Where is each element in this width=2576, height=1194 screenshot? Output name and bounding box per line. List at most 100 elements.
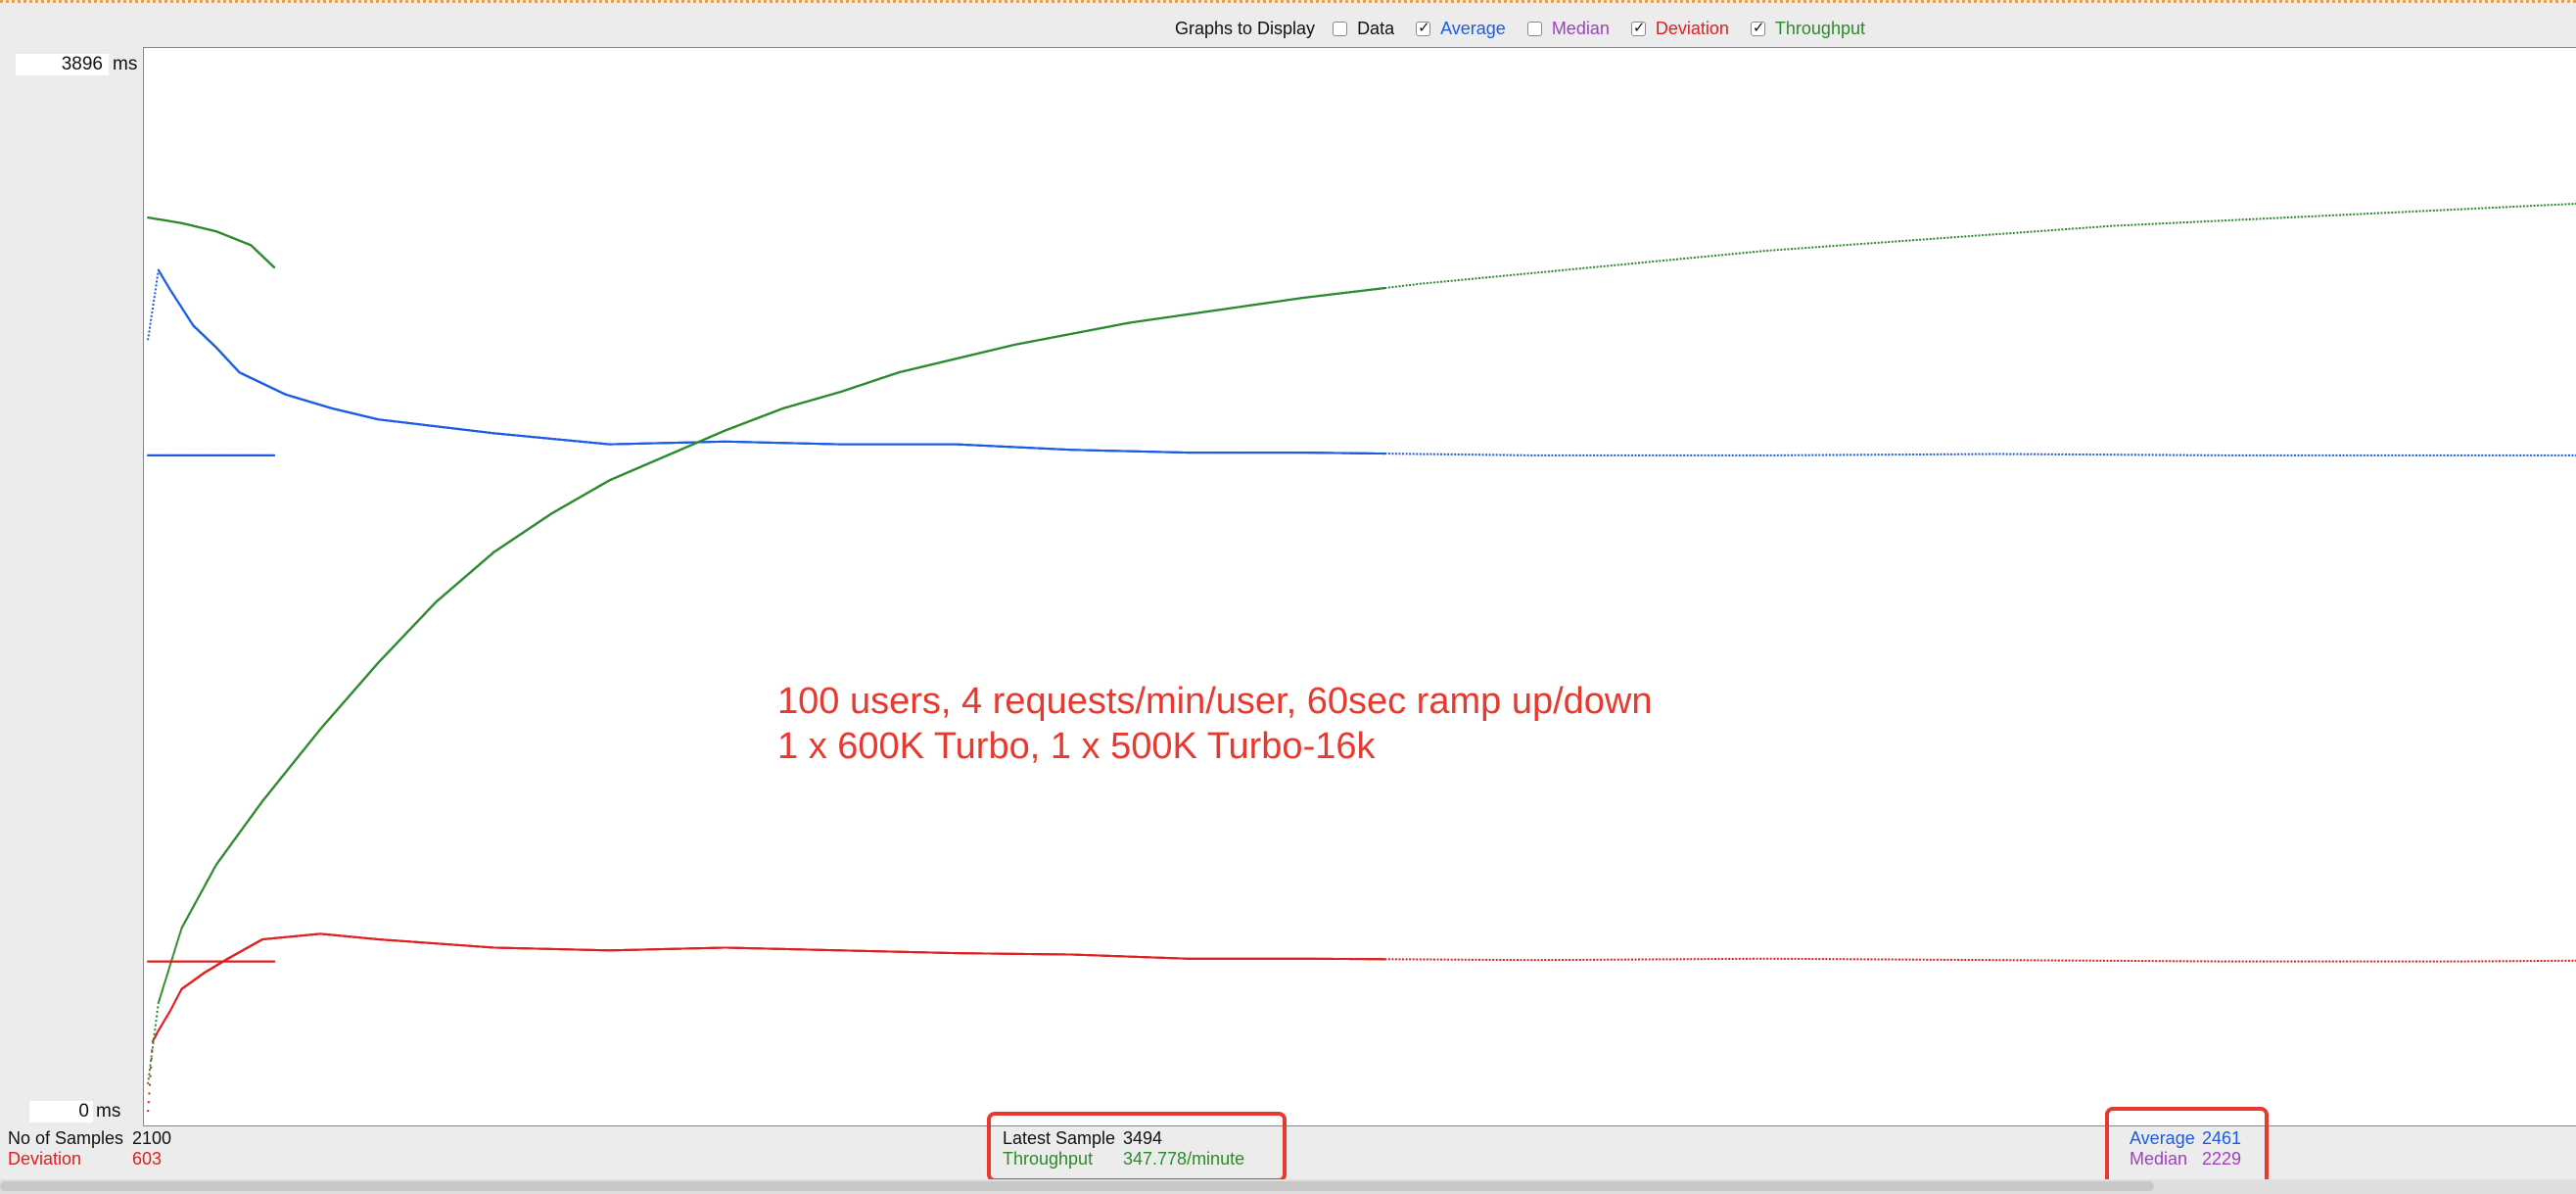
legend-item-deviation[interactable]: Deviation <box>1630 19 1729 39</box>
point-deviation <box>2418 960 2421 963</box>
point-average <box>1517 454 1519 456</box>
point-deviation <box>2065 959 2067 962</box>
point-deviation <box>2131 960 2133 962</box>
point-deviation <box>1558 959 1561 961</box>
point-deviation <box>1565 959 1568 961</box>
point-deviation <box>2408 960 2411 963</box>
y-min-unit: ms <box>96 1101 121 1122</box>
point-average <box>2391 454 2394 456</box>
point-deviation <box>1464 958 1467 961</box>
window-top-border <box>0 0 2576 3</box>
point-average <box>1631 454 1633 456</box>
point-deviation <box>2027 959 2029 962</box>
point-average <box>2103 454 2105 456</box>
point-average <box>1710 454 1713 456</box>
point-deviation <box>173 1001 176 1004</box>
point-deviation <box>2037 959 2039 962</box>
point-deviation <box>2477 960 2480 963</box>
point-average <box>2272 454 2275 456</box>
point-deviation <box>169 1009 172 1012</box>
point-deviation <box>1668 958 1671 961</box>
point-average <box>2495 454 2498 456</box>
point-deviation <box>156 1032 158 1035</box>
point-average <box>2117 454 2120 456</box>
point-deviation <box>1798 958 1801 960</box>
point-deviation <box>2099 959 2102 962</box>
point-average <box>2131 454 2133 456</box>
point-deviation <box>2019 959 2022 962</box>
point-deviation <box>1623 958 1626 961</box>
point-average <box>2085 454 2088 455</box>
point-average <box>2502 454 2505 456</box>
point-deviation <box>2373 960 2376 963</box>
point-deviation <box>1468 958 1471 961</box>
legend-item-data[interactable]: Data <box>1333 19 1394 39</box>
point-deviation <box>174 999 177 1002</box>
point-average <box>1652 454 1655 456</box>
point-deviation <box>1825 958 1828 961</box>
legend-item-median[interactable]: Median <box>1526 19 1610 39</box>
point-deviation <box>2263 960 2265 963</box>
point-deviation <box>2353 960 2356 963</box>
data-checkbox[interactable] <box>1333 21 1348 36</box>
point-average <box>1753 454 1755 456</box>
point-average <box>1662 454 1664 456</box>
average-checkbox[interactable] <box>1416 19 1431 36</box>
point-deviation <box>1967 959 1970 961</box>
legend-item-average[interactable]: Average <box>1416 19 1506 39</box>
point-average <box>2027 453 2029 455</box>
point-deviation <box>2331 960 2334 963</box>
point-average <box>2508 454 2511 456</box>
point-deviation <box>1905 958 1907 961</box>
point-deviation <box>1614 958 1616 961</box>
legend-item-throughput[interactable]: Throughput <box>1750 19 1865 39</box>
point-deviation <box>173 1000 176 1003</box>
point-deviation <box>1384 958 1387 961</box>
deviation-checkbox[interactable] <box>1630 19 1646 36</box>
point-average <box>1457 454 1460 455</box>
point-deviation <box>2179 960 2181 963</box>
point-deviation <box>1946 958 1949 961</box>
point-average <box>2324 454 2327 456</box>
point-average <box>1409 453 1412 455</box>
point-average <box>2366 454 2369 456</box>
point-average <box>2290 454 2293 456</box>
point-deviation <box>2040 959 2043 962</box>
point-average <box>1383 453 1386 455</box>
point-average <box>1905 454 1907 456</box>
median-checkbox[interactable] <box>1526 21 1542 36</box>
point-deviation <box>1735 958 1738 960</box>
point-average <box>2415 454 2417 456</box>
point-deviation <box>1391 958 1394 961</box>
point-average <box>151 310 154 313</box>
point-average <box>2401 454 2404 456</box>
point-deviation <box>2297 960 2300 963</box>
series-average-0 <box>147 268 2576 456</box>
point-average <box>1405 453 1408 455</box>
point-deviation <box>2110 959 2113 962</box>
point-deviation <box>1964 959 1967 961</box>
point-deviation <box>1672 958 1675 961</box>
point-average <box>2005 453 2008 455</box>
point-average <box>1571 454 1574 456</box>
point-deviation <box>1919 958 1922 961</box>
point-average <box>1832 454 1835 456</box>
point-average <box>1814 454 1817 456</box>
point-deviation <box>1616 958 1619 961</box>
point-average <box>2124 454 2127 456</box>
point-deviation <box>2279 960 2282 963</box>
point-average <box>2217 454 2220 456</box>
point-deviation <box>1807 958 1810 960</box>
point-deviation <box>2387 960 2390 963</box>
throughput-checkbox[interactable] <box>1750 19 1765 36</box>
point-average <box>2387 454 2390 456</box>
point-average <box>2436 454 2439 456</box>
point-deviation <box>2272 960 2275 963</box>
point-average <box>1839 454 1842 456</box>
point-average <box>2425 454 2428 456</box>
point-deviation <box>2155 960 2158 963</box>
point-deviation <box>2092 959 2095 962</box>
point-deviation <box>2522 960 2525 963</box>
point-average <box>2207 454 2210 456</box>
point-average <box>2318 454 2320 456</box>
